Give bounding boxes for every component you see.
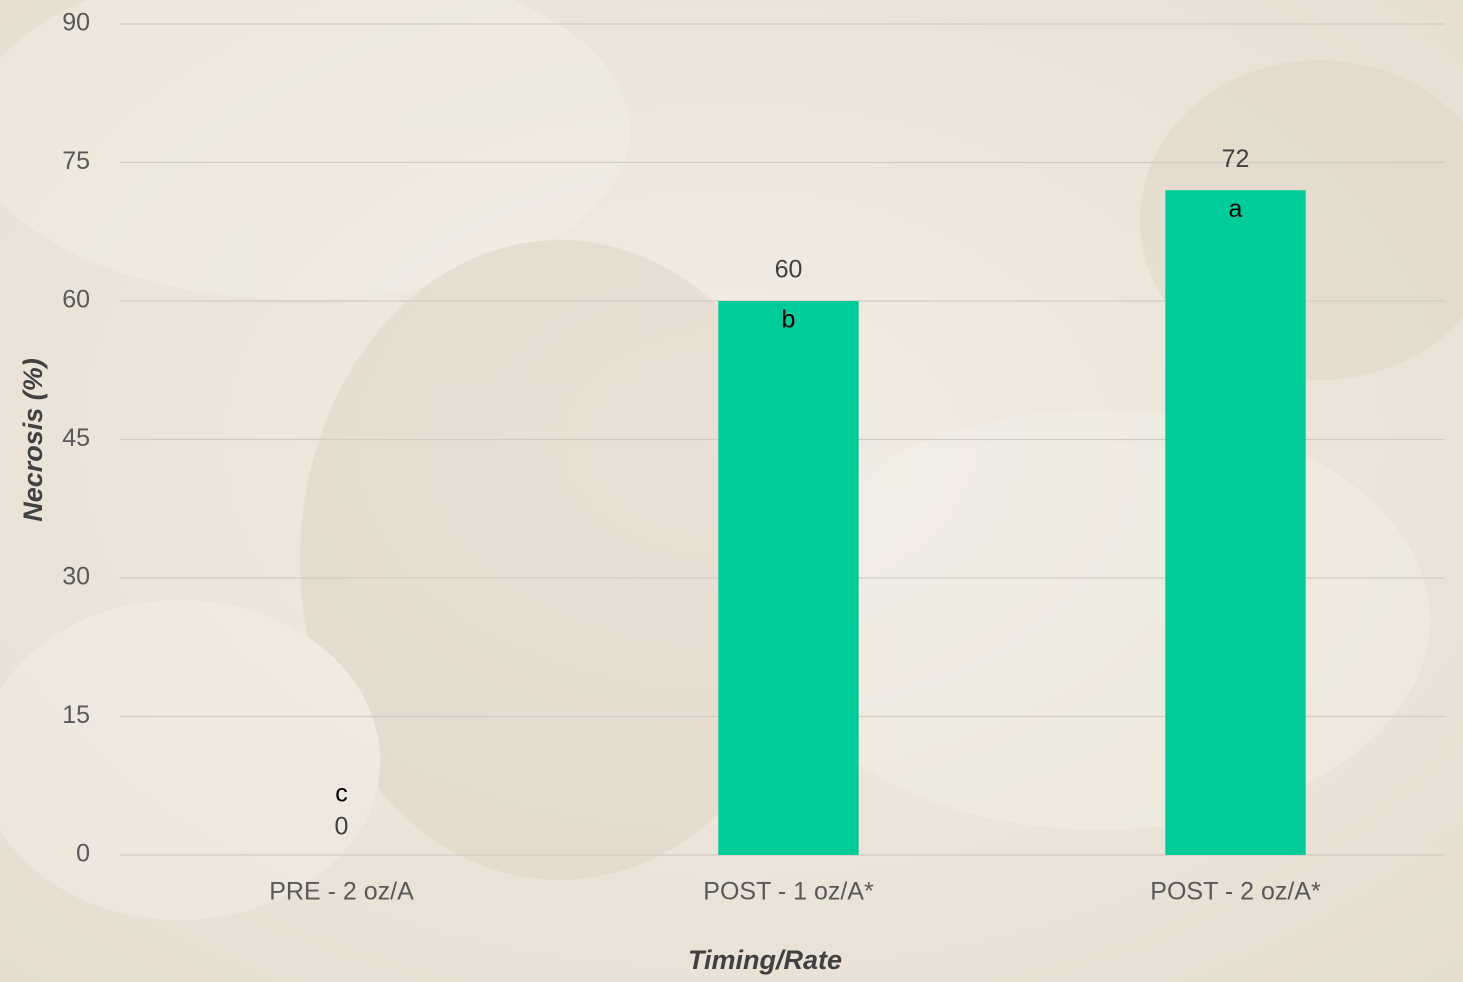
y-axis-title: Necrosis (%) bbox=[18, 358, 48, 522]
y-tick-label: 0 bbox=[76, 840, 90, 868]
x-tick-label: POST - 2 oz/A* bbox=[1150, 878, 1321, 906]
significance-letter: c bbox=[335, 780, 348, 808]
y-tick-label: 60 bbox=[62, 286, 90, 314]
value-label: 0 bbox=[335, 813, 349, 841]
y-tick-label: 15 bbox=[62, 701, 90, 729]
y-tick-label: 75 bbox=[62, 147, 90, 175]
bar bbox=[718, 301, 859, 855]
value-label: 60 bbox=[775, 256, 803, 284]
x-tick-label: PRE - 2 oz/A bbox=[269, 878, 414, 906]
significance-letter: b bbox=[782, 306, 796, 334]
y-tick-label: 30 bbox=[62, 563, 90, 591]
x-axis-title: Timing/Rate bbox=[688, 945, 842, 975]
bar bbox=[1165, 190, 1306, 855]
y-tick-label: 90 bbox=[62, 9, 90, 37]
x-tick-label: POST - 1 oz/A* bbox=[703, 878, 874, 906]
significance-letter: a bbox=[1229, 195, 1243, 223]
y-tick-label: 45 bbox=[62, 424, 90, 452]
value-label: 72 bbox=[1222, 145, 1250, 173]
